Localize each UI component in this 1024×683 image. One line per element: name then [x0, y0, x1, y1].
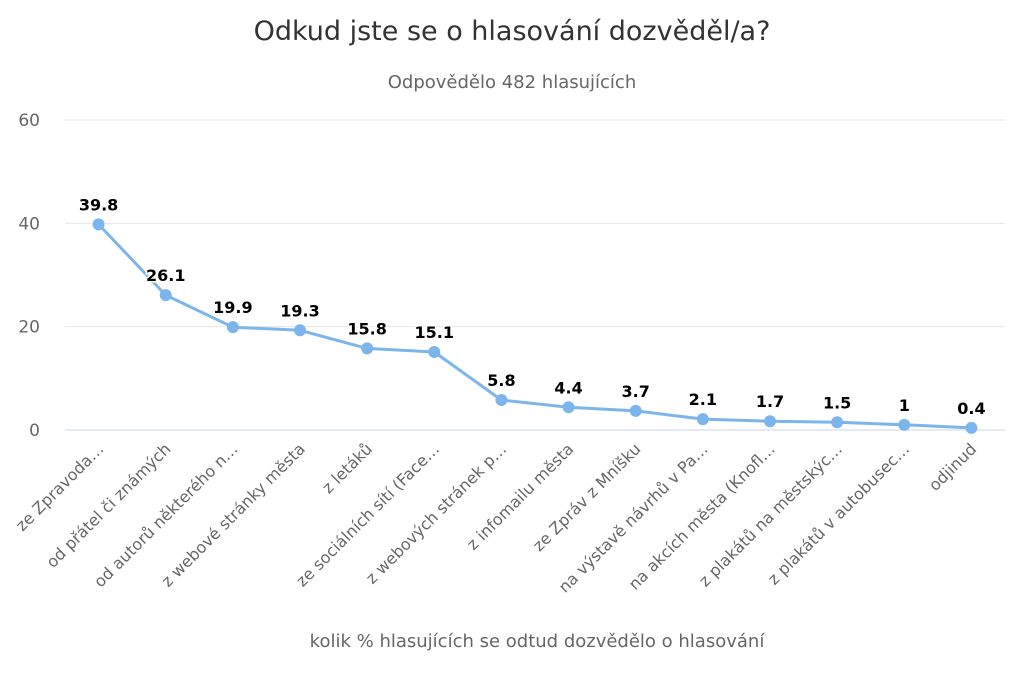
chart-title: Odkud jste se o hlasování dozvěděl/a? — [254, 16, 771, 47]
data-label: 26.1 — [146, 266, 185, 285]
y-tick-label: 0 — [29, 421, 40, 441]
data-point[interactable] — [696, 413, 709, 426]
series-line — [97, 223, 972, 430]
x-tick-label: od přátel či známých — [42, 439, 174, 571]
y-tick-label: 40 — [18, 214, 40, 234]
data-labels: 39.8 26.1 19.9 19.3 15.8 15.1 5.8 4.4 3.7 2.1 1.7 1… — [77, 194, 987, 420]
data-point[interactable] — [428, 345, 441, 358]
data-label: 1.5 — [823, 393, 851, 412]
data-label: 15.8 — [347, 319, 386, 338]
x-tick-label: z plakátů v autobusec… — [764, 439, 913, 588]
data-label: 1 — [899, 396, 910, 415]
y-tick-label: 20 — [18, 318, 40, 338]
data-point[interactable] — [226, 321, 239, 334]
y-tick-label: 60 — [18, 111, 40, 131]
data-label: 4.4 — [554, 378, 582, 397]
data-label: 5.8 — [487, 371, 515, 390]
data-label: 15.1 — [415, 323, 454, 342]
data-point[interactable] — [92, 218, 105, 231]
data-point[interactable] — [159, 289, 172, 302]
x-tick-label: z webové stránky města — [158, 439, 309, 590]
data-points — [92, 218, 978, 434]
x-axis-label: kolik % hlasujících se odtud dozvědělo o… — [310, 631, 766, 652]
chart-subtitle: Odpovědělo 482 hlasujících — [388, 72, 637, 93]
data-point[interactable] — [562, 401, 575, 414]
data-point[interactable] — [831, 416, 844, 429]
data-label: 0.4 — [957, 399, 985, 418]
data-point[interactable] — [495, 394, 508, 407]
data-point[interactable] — [629, 404, 642, 417]
x-tick-label: odjinud — [925, 439, 980, 494]
data-point[interactable] — [764, 415, 776, 428]
data-point[interactable] — [361, 342, 374, 355]
x-tick-label: z webových stránek p… — [362, 439, 510, 587]
data-label: 19.9 — [213, 298, 252, 317]
data-label: 39.8 — [79, 195, 118, 214]
data-label: 19.3 — [280, 301, 319, 320]
data-point[interactable] — [898, 418, 911, 431]
y-axis-ticks: 0 20 40 60 — [18, 111, 40, 441]
data-label: 2.1 — [689, 390, 717, 409]
data-label: 3.7 — [622, 382, 650, 401]
data-label: 1.7 — [756, 392, 784, 411]
x-tick-label: z letáků — [318, 439, 376, 497]
data-point[interactable] — [965, 421, 978, 434]
gridlines — [65, 119, 1005, 328]
data-point[interactable] — [294, 324, 306, 337]
